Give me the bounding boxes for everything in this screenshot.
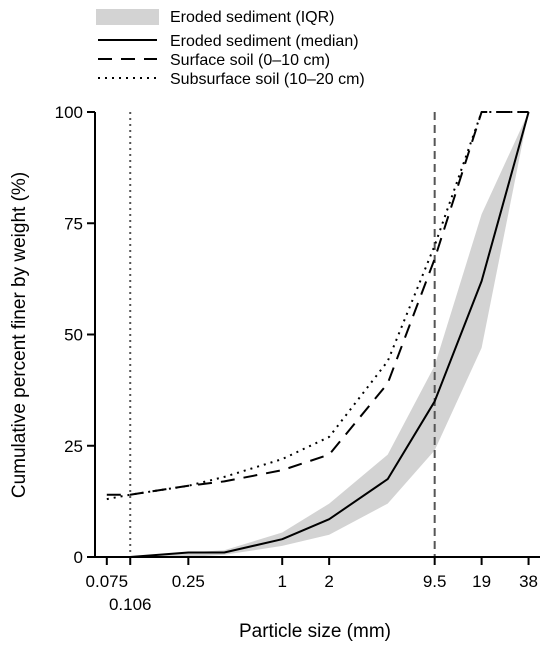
legend-swatch-band [96,9,159,25]
plot-area [106,111,530,558]
legend: Eroded sediment (IQR) Eroded sediment (m… [96,9,365,88]
legend-label-subsurface: Subsurface soil (10–20 cm) [170,71,365,88]
x-tick-label: 9.5 [423,572,447,591]
x-tick-label: 19 [472,572,491,591]
y-tick-label: 100 [55,103,83,122]
x-tick-label: 0.075 [86,572,129,591]
y-tick-label: 75 [64,214,83,233]
x-tick-label: 0.106 [109,595,152,614]
y-ticks: 0 25 50 75 100 [55,103,95,567]
iqr-band [130,112,529,557]
legend-label-band: Eroded sediment (IQR) [170,9,335,26]
legend-label-surface: Surface soil (0–10 cm) [170,52,330,69]
x-axis-label: Particle size (mm) [239,621,391,642]
y-tick-label: 25 [64,437,83,456]
median-line [130,111,530,558]
surface-soil-line [106,111,529,496]
x-tick-label: 0.25 [172,572,205,591]
x-ticks: 0.075 0.106 0.25 1 2 9.5 19 38 [86,557,538,614]
x-tick-label: 1 [277,572,286,591]
y-tick-label: 50 [64,326,83,345]
x-tick-label: 2 [324,572,333,591]
y-tick-label: 0 [74,548,83,567]
y-axis-label: Cumulative percent finer by weight (%) [9,172,30,498]
legend-label-median: Eroded sediment (median) [170,33,359,50]
x-tick-label: 38 [519,572,538,591]
